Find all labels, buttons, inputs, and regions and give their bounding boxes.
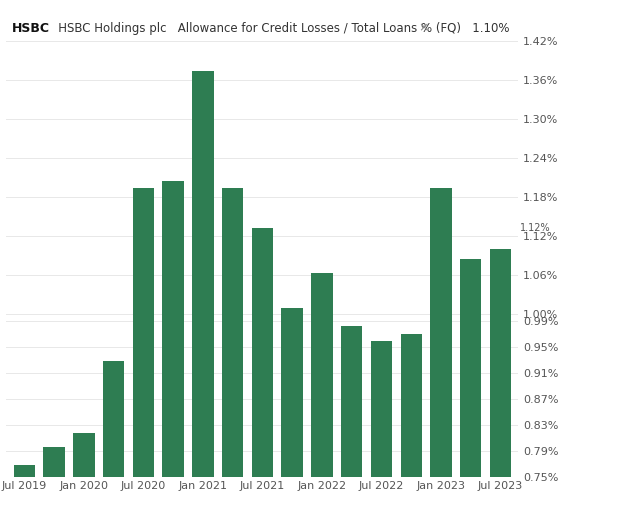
Bar (430, 188, 452, 477)
Bar (13, 465, 35, 477)
Text: HSBC Holdings plc   Allowance for Credit Losses / Total Loans % (FQ)   1.10%: HSBC Holdings plc Allowance for Credit L… (47, 22, 509, 35)
Bar (371, 341, 392, 477)
Bar (222, 188, 243, 477)
Bar (311, 274, 333, 477)
Text: 1.10%: 1.10% (559, 256, 596, 266)
Text: ×: × (418, 22, 428, 35)
Bar (73, 433, 95, 477)
Text: ACL / Loans (FQ): ACL / Loans (FQ) (537, 242, 618, 253)
Bar (282, 308, 303, 477)
Bar (103, 361, 124, 477)
Bar (192, 70, 214, 477)
Text: 1.12%: 1.12% (520, 223, 550, 233)
Bar (341, 326, 362, 477)
Bar (163, 181, 184, 477)
Bar (490, 249, 511, 477)
Bar (252, 228, 273, 477)
Bar (401, 334, 422, 477)
Bar (44, 448, 65, 477)
Bar (132, 188, 154, 477)
Text: HSBC: HSBC (12, 22, 49, 35)
Bar (460, 259, 481, 477)
